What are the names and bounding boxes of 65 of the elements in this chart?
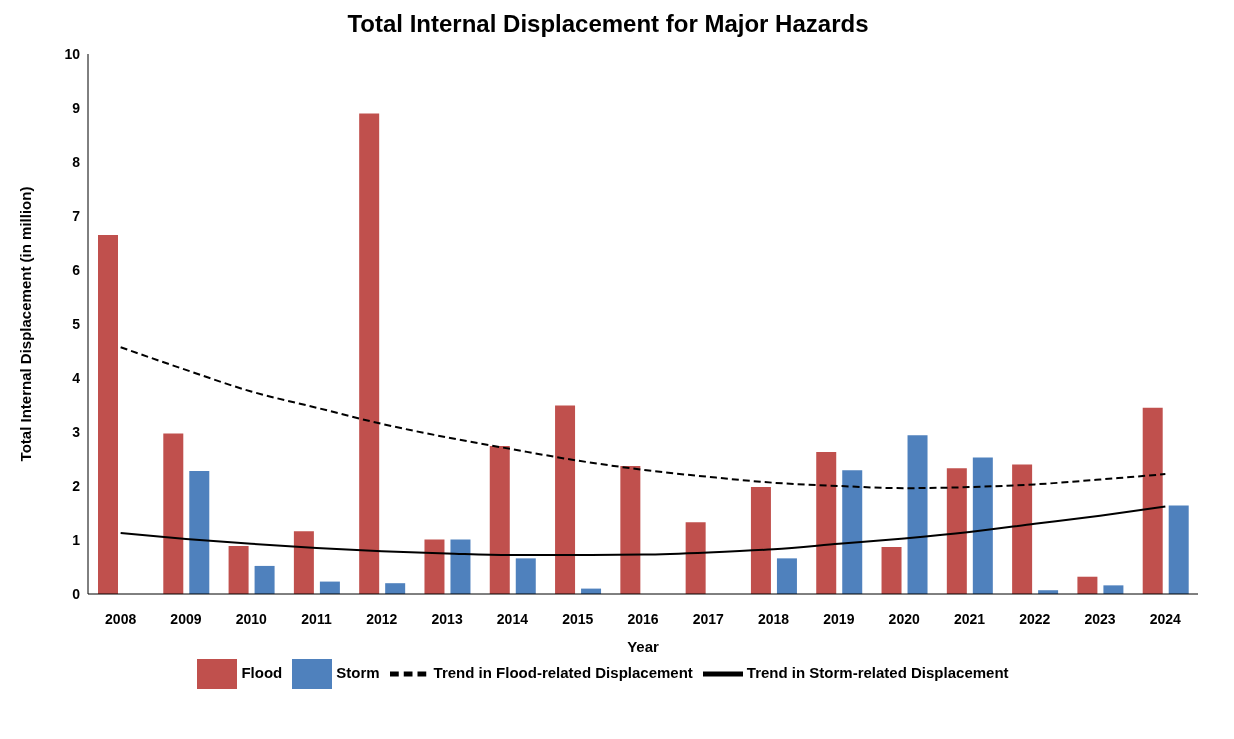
y-tick-label: 3 xyxy=(72,423,81,440)
y-tick-label: 2 xyxy=(72,477,81,494)
bar xyxy=(907,435,928,594)
x-tick-label: 2022 xyxy=(1019,610,1051,627)
x-tick-label: 2012 xyxy=(366,610,398,627)
bar xyxy=(489,446,510,594)
bar xyxy=(750,487,771,594)
bar xyxy=(1103,585,1124,594)
y-axis-title: Total Internal Displacement (in million) xyxy=(17,186,35,462)
bar xyxy=(189,470,210,594)
y-tick-label: 1 xyxy=(72,531,81,548)
x-tick-label: 2016 xyxy=(627,610,659,627)
bar xyxy=(555,405,576,594)
y-tick-label: 10 xyxy=(64,45,81,62)
bar xyxy=(842,470,863,594)
x-tick-label: 2024 xyxy=(1149,610,1182,627)
y-tick-label: 4 xyxy=(72,369,81,386)
bar xyxy=(1077,576,1098,594)
x-tick-label: 2023 xyxy=(1084,610,1116,627)
line-series xyxy=(119,346,1167,490)
bar xyxy=(98,234,118,594)
x-tick-label: 2011 xyxy=(301,610,332,627)
y-tick-label: 8 xyxy=(72,153,81,170)
x-tick-label: 2013 xyxy=(431,610,463,627)
x-tick-label: 2015 xyxy=(562,610,594,627)
bar xyxy=(776,558,797,594)
y-tick-label: 6 xyxy=(72,261,81,278)
x-tick-label: 2020 xyxy=(888,610,920,627)
x-axis-title: Year xyxy=(627,638,660,655)
x-tick-label: 2021 xyxy=(953,610,986,627)
bar xyxy=(228,545,249,594)
legend-label: Flood xyxy=(241,663,283,681)
bar xyxy=(515,558,536,594)
bar xyxy=(946,468,967,594)
bar xyxy=(1168,505,1189,594)
bar xyxy=(450,539,471,594)
line-series xyxy=(119,505,1167,557)
legend-label: Trend in Storm-related Displacement xyxy=(746,663,1009,681)
x-tick-label: 2017 xyxy=(692,610,725,627)
bar xyxy=(424,539,445,594)
legend-label: Trend in Flood-related Displacement xyxy=(433,663,693,681)
bar xyxy=(1142,407,1163,594)
bar xyxy=(620,466,641,594)
bar xyxy=(163,433,184,594)
y-tick-label: 5 xyxy=(72,315,81,332)
x-tick-label: 2018 xyxy=(758,610,790,627)
y-tick-label: 0 xyxy=(72,585,81,602)
x-tick-label: 2019 xyxy=(823,610,855,627)
y-tick-label: 9 xyxy=(72,99,81,116)
bar xyxy=(972,457,993,594)
legend-label: Storm xyxy=(336,663,380,681)
x-tick-label: 2010 xyxy=(235,610,268,627)
bar xyxy=(293,531,314,594)
y-tick-label: 7 xyxy=(72,207,81,224)
bar xyxy=(359,113,380,594)
x-tick-label: 2008 xyxy=(105,610,137,627)
bar xyxy=(881,547,902,594)
chart-title: Total Internal Displacement for Major Hazards xyxy=(346,10,870,38)
x-tick-label: 2014 xyxy=(496,610,529,627)
bar xyxy=(685,522,706,594)
bar xyxy=(816,451,837,594)
x-tick-label: 2009 xyxy=(170,610,202,627)
bar xyxy=(254,565,275,594)
bar xyxy=(1012,464,1033,594)
bar xyxy=(385,583,406,594)
